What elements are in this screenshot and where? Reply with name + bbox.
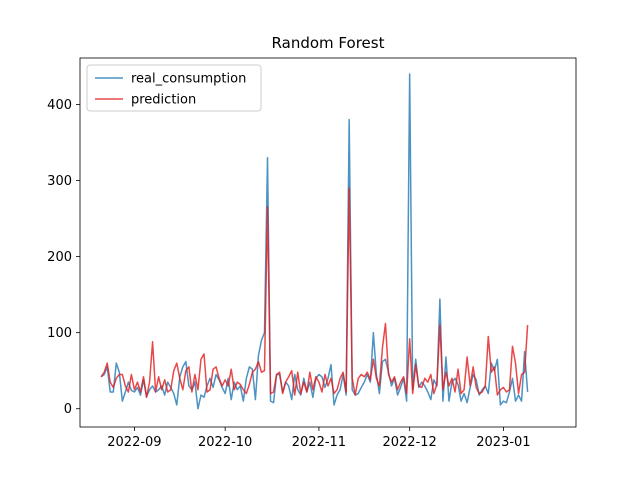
legend-label: real_consumption <box>131 72 246 87</box>
y-tick-label: 100 <box>47 326 72 341</box>
series-line-prediction <box>100 187 529 399</box>
axes-frame <box>79 57 577 428</box>
plot-area <box>100 73 529 410</box>
chart-title: Random Forest <box>272 34 385 52</box>
legend-label: prediction <box>131 93 196 108</box>
legend: real_consumption prediction <box>86 64 262 112</box>
y-tick-label: 200 <box>47 250 72 265</box>
axes: 2022-09 2022-10 2022-11 2022-12 2023-01 0 100 2… <box>47 57 577 450</box>
x-tick-label: 2022-12 <box>382 435 436 450</box>
x-tick-label: 2022-10 <box>198 435 252 450</box>
y-tick-label: 0 <box>64 402 72 417</box>
x-tick-label: 2022-09 <box>107 435 161 450</box>
x-tick-label: 2022-11 <box>292 435 346 450</box>
x-tick-label: 2023-01 <box>476 435 530 450</box>
y-tick-label: 400 <box>47 98 72 113</box>
legend-box <box>86 64 262 112</box>
y-tick-label: 300 <box>47 174 72 189</box>
